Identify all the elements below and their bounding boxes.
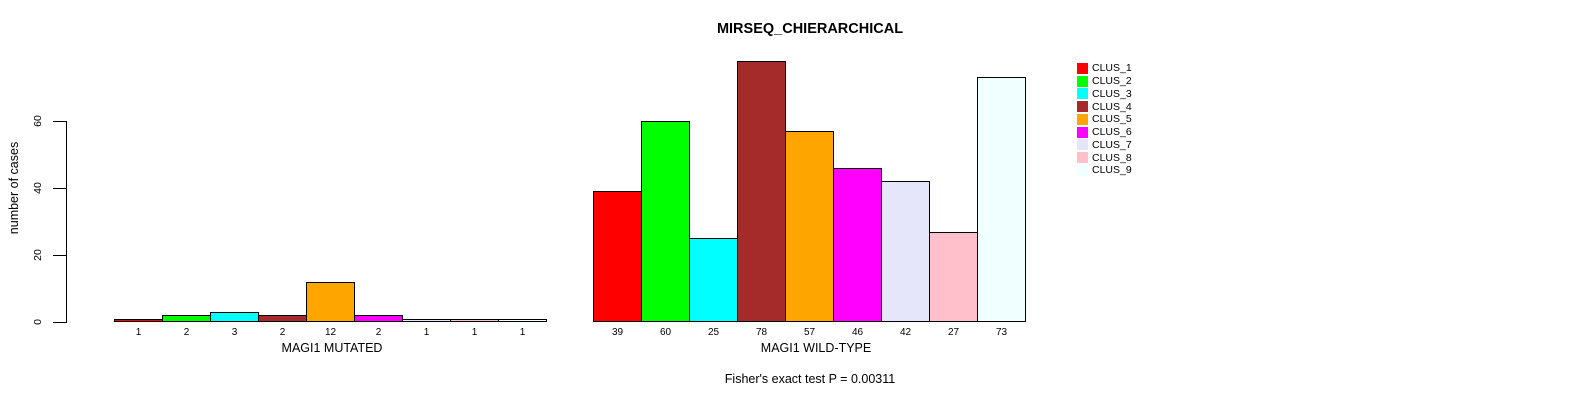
bar-value-label: 25 (707, 327, 720, 338)
x-axis-label-wildtype: MAGI1 WILD-TYPE (760, 341, 872, 355)
bar-clus_5-mutated (306, 281, 355, 322)
y-axis-tick (53, 255, 66, 256)
bar-value-label: 1 (135, 327, 142, 338)
bar-clus_7-wildtype (881, 181, 930, 322)
bar-value-label: 1 (519, 327, 526, 338)
legend-item-clus_9: CLUS_9 (1077, 164, 1132, 177)
legend-label: CLUS_3 (1092, 87, 1132, 100)
bar-clus_3-wildtype (689, 238, 738, 322)
bar-value-label: 2 (183, 327, 190, 338)
bar-clus_9-mutated (498, 318, 547, 322)
legend-label: CLUS_1 (1092, 62, 1132, 75)
legend-swatch-clus_9 (1077, 164, 1088, 176)
y-axis-tick (53, 322, 66, 323)
bar-clus_8-mutated (450, 318, 499, 322)
legend-swatch-clus_3 (1077, 88, 1088, 100)
chart-title: MIRSEQ_CHIERARCHICAL (716, 21, 904, 37)
legend-item-clus_4: CLUS_4 (1077, 100, 1132, 113)
legend-swatch-clus_2 (1077, 75, 1088, 87)
x-axis-label-mutated: MAGI1 MUTATED (281, 341, 383, 355)
legend-label: CLUS_8 (1092, 151, 1132, 164)
y-axis-tick-label: 0 (32, 319, 44, 325)
bar-clus_4-mutated (258, 315, 307, 322)
legend-label: CLUS_7 (1092, 138, 1132, 151)
legend-label: CLUS_5 (1092, 113, 1132, 126)
y-axis-tick (53, 121, 66, 122)
bar-value-label: 3 (231, 327, 238, 338)
y-axis-tick-label: 40 (32, 182, 44, 194)
legend-item-clus_6: CLUS_6 (1077, 126, 1132, 139)
legend-swatch-clus_7 (1077, 139, 1088, 151)
legend-swatch-clus_4 (1077, 101, 1088, 113)
bar-value-label: 1 (471, 327, 478, 338)
bar-clus_2-wildtype (641, 121, 690, 322)
bar-value-label: 78 (755, 327, 768, 338)
bar-clus_1-wildtype (593, 191, 642, 322)
y-axis-tick (53, 188, 66, 189)
legend-swatch-clus_1 (1077, 62, 1088, 74)
bar-clus_6-mutated (354, 315, 403, 322)
legend-swatch-clus_8 (1077, 152, 1088, 164)
bar-value-label: 60 (659, 327, 672, 338)
bar-clus_1-mutated (114, 318, 163, 322)
bar-clus_8-wildtype (929, 231, 978, 322)
legend-item-clus_8: CLUS_8 (1077, 151, 1132, 164)
bar-value-label: 57 (803, 327, 816, 338)
bar-clus_3-mutated (210, 311, 259, 322)
bar-clus_6-wildtype (833, 167, 882, 322)
bar-clus_4-wildtype (737, 60, 786, 322)
legend-item-clus_2: CLUS_2 (1077, 75, 1132, 88)
y-axis-label: number of cases (7, 141, 21, 235)
y-axis-tick-label: 20 (32, 249, 44, 261)
bar-value-label: 46 (851, 327, 864, 338)
bar-value-label: 2 (279, 327, 286, 338)
bar-clus_5-wildtype (785, 131, 834, 322)
y-axis-line (66, 121, 67, 323)
bar-value-label: 39 (611, 327, 624, 338)
bar-clus_2-mutated (162, 315, 211, 322)
legend-item-clus_5: CLUS_5 (1077, 113, 1132, 126)
legend-swatch-clus_6 (1077, 126, 1088, 138)
bar-value-label: 2 (375, 327, 382, 338)
bar-value-label: 73 (995, 327, 1008, 338)
bar-clus_7-mutated (402, 318, 451, 322)
fisher-test-caption: Fisher's exact test P = 0.00311 (724, 372, 896, 386)
legend-item-clus_3: CLUS_3 (1077, 88, 1132, 101)
legend-label: CLUS_4 (1092, 100, 1132, 113)
bar-value-label: 27 (947, 327, 960, 338)
legend-item-clus_1: CLUS_1 (1077, 62, 1132, 75)
bar-value-label: 12 (324, 327, 337, 338)
legend-item-clus_7: CLUS_7 (1077, 139, 1132, 152)
legend-swatch-clus_5 (1077, 113, 1088, 125)
bar-clus_9-wildtype (977, 77, 1026, 322)
y-axis-tick-label: 60 (32, 115, 44, 127)
legend-label: CLUS_2 (1092, 75, 1132, 88)
bar-value-label: 1 (423, 327, 430, 338)
bar-value-label: 42 (899, 327, 912, 338)
legend-label: CLUS_9 (1092, 164, 1132, 177)
legend-label: CLUS_6 (1092, 126, 1132, 139)
